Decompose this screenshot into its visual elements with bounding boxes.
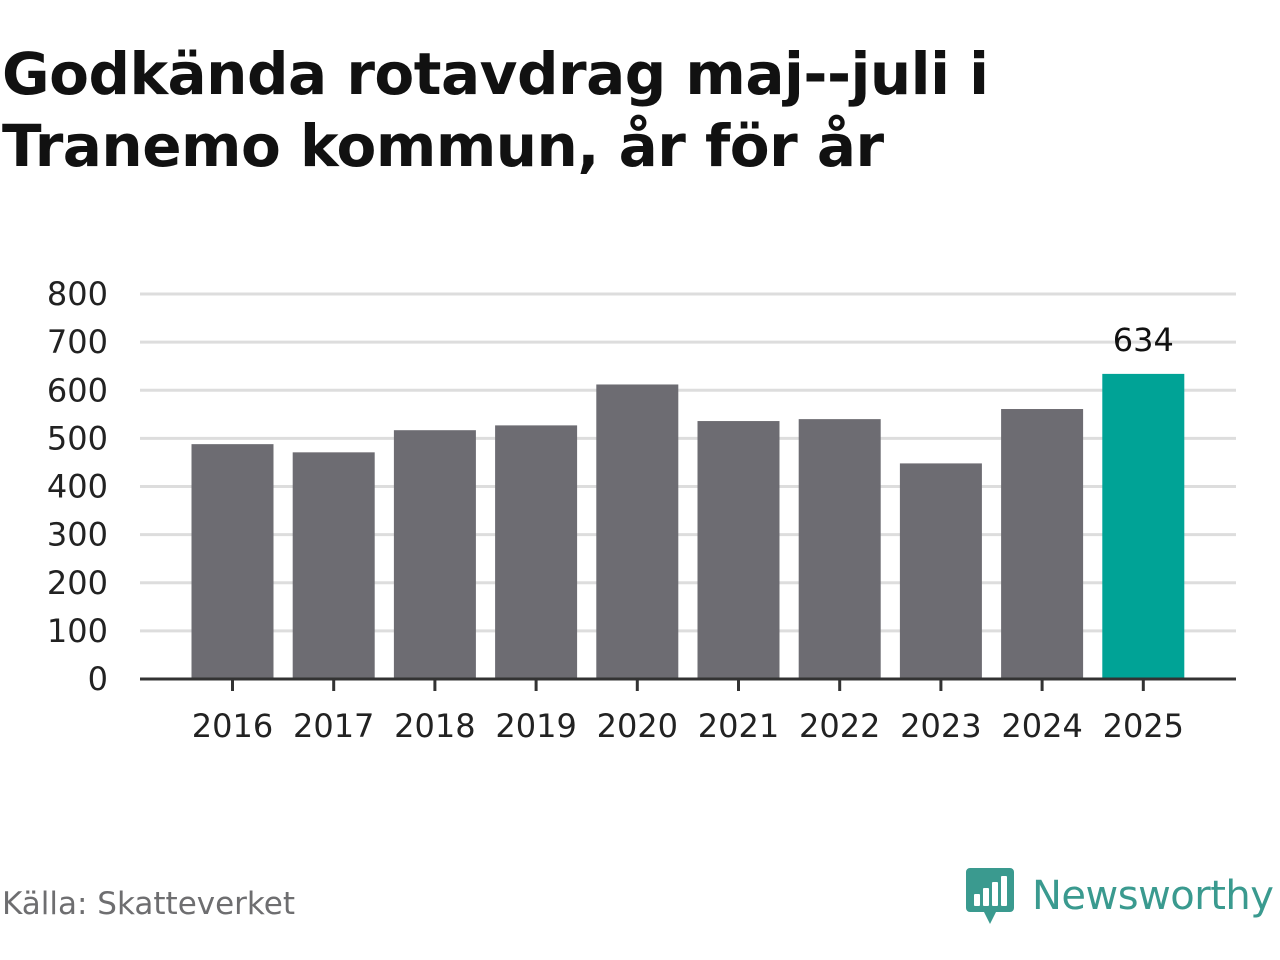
y-tick-label: 500 bbox=[47, 419, 108, 457]
bar-2021 bbox=[697, 421, 780, 679]
y-tick-label: 200 bbox=[47, 564, 108, 602]
y-tick-label: 100 bbox=[47, 612, 108, 650]
x-tick-label: 2021 bbox=[698, 707, 779, 745]
bar-2024 bbox=[1001, 409, 1084, 679]
bar-chart-speech-bubble-icon bbox=[966, 868, 1014, 924]
brand-name: Newsworthy bbox=[1032, 873, 1274, 919]
x-tick-label: 2023 bbox=[900, 707, 981, 745]
y-tick-label: 0 bbox=[88, 660, 108, 698]
bar-2023 bbox=[899, 463, 982, 679]
bar-2020 bbox=[596, 384, 679, 679]
y-tick-label: 700 bbox=[47, 323, 108, 361]
x-tick-label: 2022 bbox=[799, 707, 880, 745]
x-tick-label: 2020 bbox=[597, 707, 678, 745]
bar-2016 bbox=[191, 444, 274, 679]
y-tick-label: 400 bbox=[47, 468, 108, 506]
bar-2022 bbox=[798, 419, 881, 679]
data-label: 634 bbox=[1113, 321, 1174, 359]
bar-2018 bbox=[393, 430, 476, 679]
x-axis-ticks: 2016 2017 2018 2019 2020 2021 2022 2023 2024 2025 bbox=[192, 679, 1184, 745]
bar-2019 bbox=[495, 425, 578, 679]
brand-logo: Newsworthy bbox=[964, 864, 1274, 928]
bars bbox=[191, 373, 1185, 679]
chart-title: Godkända rotavdrag maj--juli i Tranemo k… bbox=[2, 40, 989, 180]
x-tick-label: 2016 bbox=[192, 707, 273, 745]
x-tick-label: 2025 bbox=[1103, 707, 1184, 745]
y-tick-label: 300 bbox=[47, 516, 108, 554]
y-tick-label: 800 bbox=[47, 275, 108, 313]
x-tick-label: 2018 bbox=[394, 707, 475, 745]
x-tick-label: 2019 bbox=[495, 707, 576, 745]
bar-2025 bbox=[1102, 373, 1185, 679]
data-labels: 634 bbox=[1113, 321, 1174, 359]
x-tick-label: 2017 bbox=[293, 707, 374, 745]
x-tick-label: 2024 bbox=[1001, 707, 1082, 745]
source-note: Källa: Skatteverket bbox=[2, 886, 296, 922]
y-tick-label: 600 bbox=[47, 371, 108, 409]
y-axis-ticks: 0 100 200 300 400 500 600 700 800 bbox=[47, 275, 108, 698]
bar-2017 bbox=[292, 452, 375, 679]
